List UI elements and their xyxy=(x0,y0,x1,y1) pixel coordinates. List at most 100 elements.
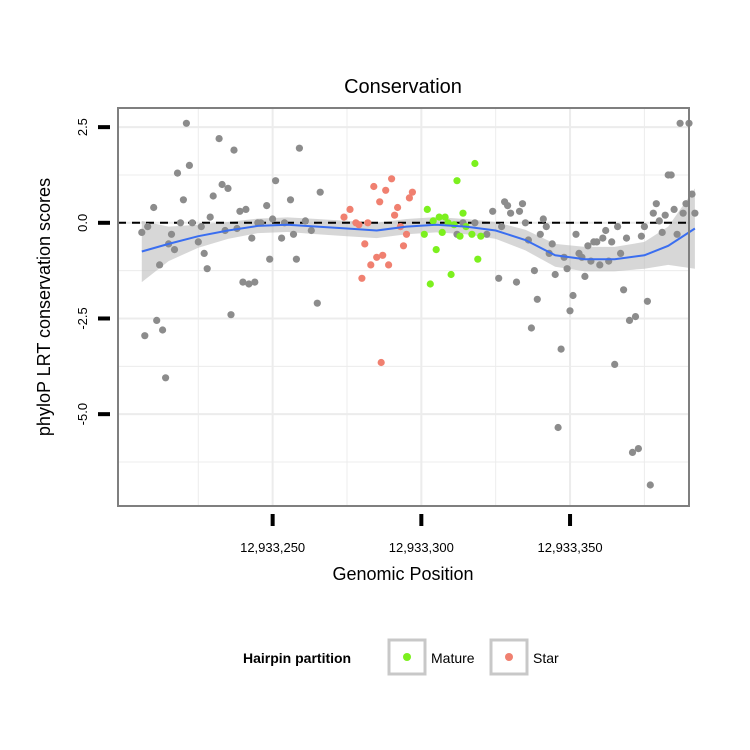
point-other xyxy=(289,230,298,238)
point-other xyxy=(269,215,277,223)
point-other xyxy=(536,230,544,238)
y-tick-label: -2.5 xyxy=(75,307,90,329)
point-star xyxy=(385,261,393,269)
point-mature xyxy=(468,230,476,238)
y-axis-title: phyloP LRT conservation scores xyxy=(34,178,54,436)
point-other xyxy=(658,228,666,236)
point-other xyxy=(313,299,321,307)
point-other xyxy=(640,223,649,231)
legend-title: Hairpin partition xyxy=(243,650,351,666)
point-other xyxy=(272,177,280,185)
point-star xyxy=(377,358,385,367)
point-mature xyxy=(420,230,428,238)
point-other xyxy=(141,332,149,340)
point-star xyxy=(405,194,413,202)
point-mature xyxy=(459,209,467,217)
point-mature xyxy=(471,159,479,168)
point-other xyxy=(521,219,530,227)
legend-marker-mature xyxy=(403,653,411,661)
point-other xyxy=(215,135,223,143)
point-other xyxy=(542,223,550,231)
point-other xyxy=(551,270,559,279)
point-other xyxy=(295,144,303,152)
point-other xyxy=(643,297,652,305)
legend-marker-star xyxy=(505,653,513,661)
point-other xyxy=(530,267,539,275)
point-other xyxy=(637,232,646,240)
point-other xyxy=(611,360,619,368)
point-other xyxy=(539,215,547,223)
point-other xyxy=(188,219,196,227)
point-other xyxy=(498,223,506,231)
point-other xyxy=(688,190,696,198)
point-other xyxy=(251,278,259,286)
point-other xyxy=(203,265,211,273)
point-mature xyxy=(426,280,434,288)
point-other xyxy=(206,213,214,221)
legend: Hairpin partition Mature Star xyxy=(243,638,559,676)
point-mature xyxy=(453,177,461,185)
point-star xyxy=(358,274,366,282)
point-other xyxy=(170,246,179,254)
y-tick-label: 2.5 xyxy=(75,118,90,136)
point-other xyxy=(679,209,687,217)
point-star xyxy=(373,253,381,261)
point-mature xyxy=(441,213,449,221)
point-other xyxy=(162,374,170,382)
point-other xyxy=(649,209,657,217)
point-star xyxy=(408,188,416,196)
point-other xyxy=(593,238,601,246)
point-star xyxy=(394,203,402,212)
point-other xyxy=(227,311,235,319)
point-star xyxy=(399,242,408,250)
point-other xyxy=(173,169,182,177)
point-other xyxy=(248,234,256,242)
point-other xyxy=(185,161,193,169)
point-other xyxy=(159,326,167,334)
point-other xyxy=(527,324,536,332)
point-other xyxy=(628,448,637,456)
point-mature xyxy=(435,213,443,221)
point-other xyxy=(245,280,253,288)
point-other xyxy=(554,423,562,432)
point-star xyxy=(388,175,396,183)
point-other xyxy=(292,255,300,263)
point-other xyxy=(257,219,265,227)
point-other xyxy=(617,249,625,257)
point-other xyxy=(614,223,622,231)
x-axis-title: Genomic Position xyxy=(332,564,473,584)
confidence-ribbon xyxy=(141,188,695,283)
point-star xyxy=(391,211,399,219)
point-other xyxy=(153,316,161,324)
chart-title: Conservation xyxy=(344,76,462,98)
point-other xyxy=(495,274,503,282)
point-other xyxy=(599,234,607,242)
axis-layer: 12,933,250 12,933,300 12,933,350 2.5 0.0 -2.5… xyxy=(75,118,603,555)
point-mature xyxy=(438,228,446,236)
point-other xyxy=(581,272,589,280)
point-other xyxy=(301,217,309,225)
point-other xyxy=(676,119,684,127)
point-other xyxy=(471,219,479,227)
x-tick-label: 12,933,300 xyxy=(389,540,454,555)
point-other xyxy=(620,286,628,294)
grid-layer xyxy=(118,108,689,506)
smooth-line-layer xyxy=(141,223,696,261)
point-other xyxy=(263,202,271,210)
point-other xyxy=(566,307,574,315)
point-other xyxy=(138,228,146,236)
point-other xyxy=(483,230,491,238)
point-other xyxy=(563,265,571,273)
point-other xyxy=(236,207,244,215)
point-other xyxy=(218,180,226,189)
point-other xyxy=(209,192,217,200)
point-star xyxy=(376,198,384,206)
point-mature xyxy=(477,232,485,240)
x-tick-label: 12,933,250 xyxy=(240,540,305,555)
point-star xyxy=(346,205,354,213)
point-star xyxy=(355,221,363,229)
plot-frame xyxy=(117,107,690,507)
point-other xyxy=(608,238,616,246)
smooth-trend-line xyxy=(141,223,696,261)
